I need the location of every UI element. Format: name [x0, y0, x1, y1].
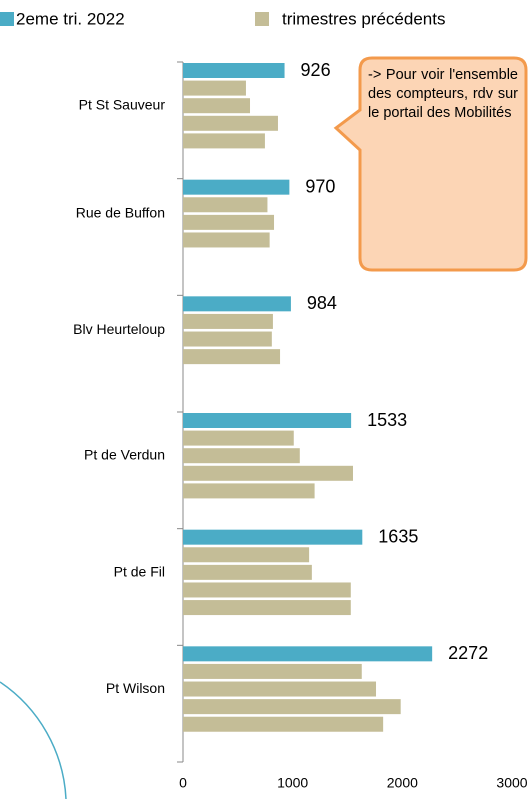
bar: [183, 483, 315, 499]
bar: [183, 448, 300, 464]
bar: [183, 547, 310, 563]
bar: [183, 296, 291, 312]
bar: [183, 564, 312, 580]
bar: [183, 331, 272, 347]
legend-swatch: [0, 12, 14, 26]
legend-label: trimestres précédents: [282, 9, 445, 28]
callout-text: -> Pour voir l'ensemble des compteurs, r…: [368, 67, 518, 121]
value-label: 2272: [448, 643, 488, 663]
category-label: Pt de Verdun: [84, 447, 165, 463]
category-label: Rue de Buffon: [76, 205, 165, 221]
callout: [333, 56, 528, 272]
bar: [183, 214, 275, 230]
bar: [183, 600, 351, 616]
bar: [183, 98, 251, 114]
value-label: 926: [301, 60, 331, 80]
value-label: 970: [305, 176, 335, 196]
bar: [183, 716, 384, 732]
x-tick-label: 2000: [387, 775, 418, 791]
callout-text-box: -> Pour voir l'ensemble des compteurs, r…: [368, 67, 518, 121]
bar: [183, 413, 352, 428]
value-label: 1635: [378, 526, 418, 546]
category-label: Blv Heurteloup: [73, 321, 165, 337]
bar: [183, 232, 270, 248]
legend-label: 2eme tri. 2022: [16, 9, 125, 28]
bar: [183, 699, 401, 715]
category-label: Pt de Fil: [114, 563, 165, 579]
bar: [183, 80, 246, 96]
bar: [183, 197, 268, 213]
bar: [183, 430, 294, 446]
bar: [183, 115, 278, 131]
bar: [183, 646, 433, 662]
bar: [183, 465, 353, 481]
bar: [183, 63, 285, 78]
value-label: 984: [307, 293, 337, 313]
bar: [183, 313, 273, 329]
bar: [183, 179, 290, 195]
x-tick-label: 1000: [277, 775, 308, 791]
bar: [183, 529, 363, 545]
bar: [183, 681, 377, 697]
bar: [183, 582, 351, 598]
x-tick-label: 0: [179, 775, 187, 791]
bar: [183, 133, 265, 149]
bar: [183, 349, 281, 365]
category-label: Pt Wilson: [106, 680, 165, 696]
decor-arc: [0, 681, 67, 799]
bar: [183, 663, 362, 679]
legend-swatch: [255, 12, 269, 26]
value-label: 1533: [367, 410, 407, 430]
x-tick-label: 3000: [496, 775, 527, 791]
category-label: Pt St Sauveur: [79, 97, 166, 113]
